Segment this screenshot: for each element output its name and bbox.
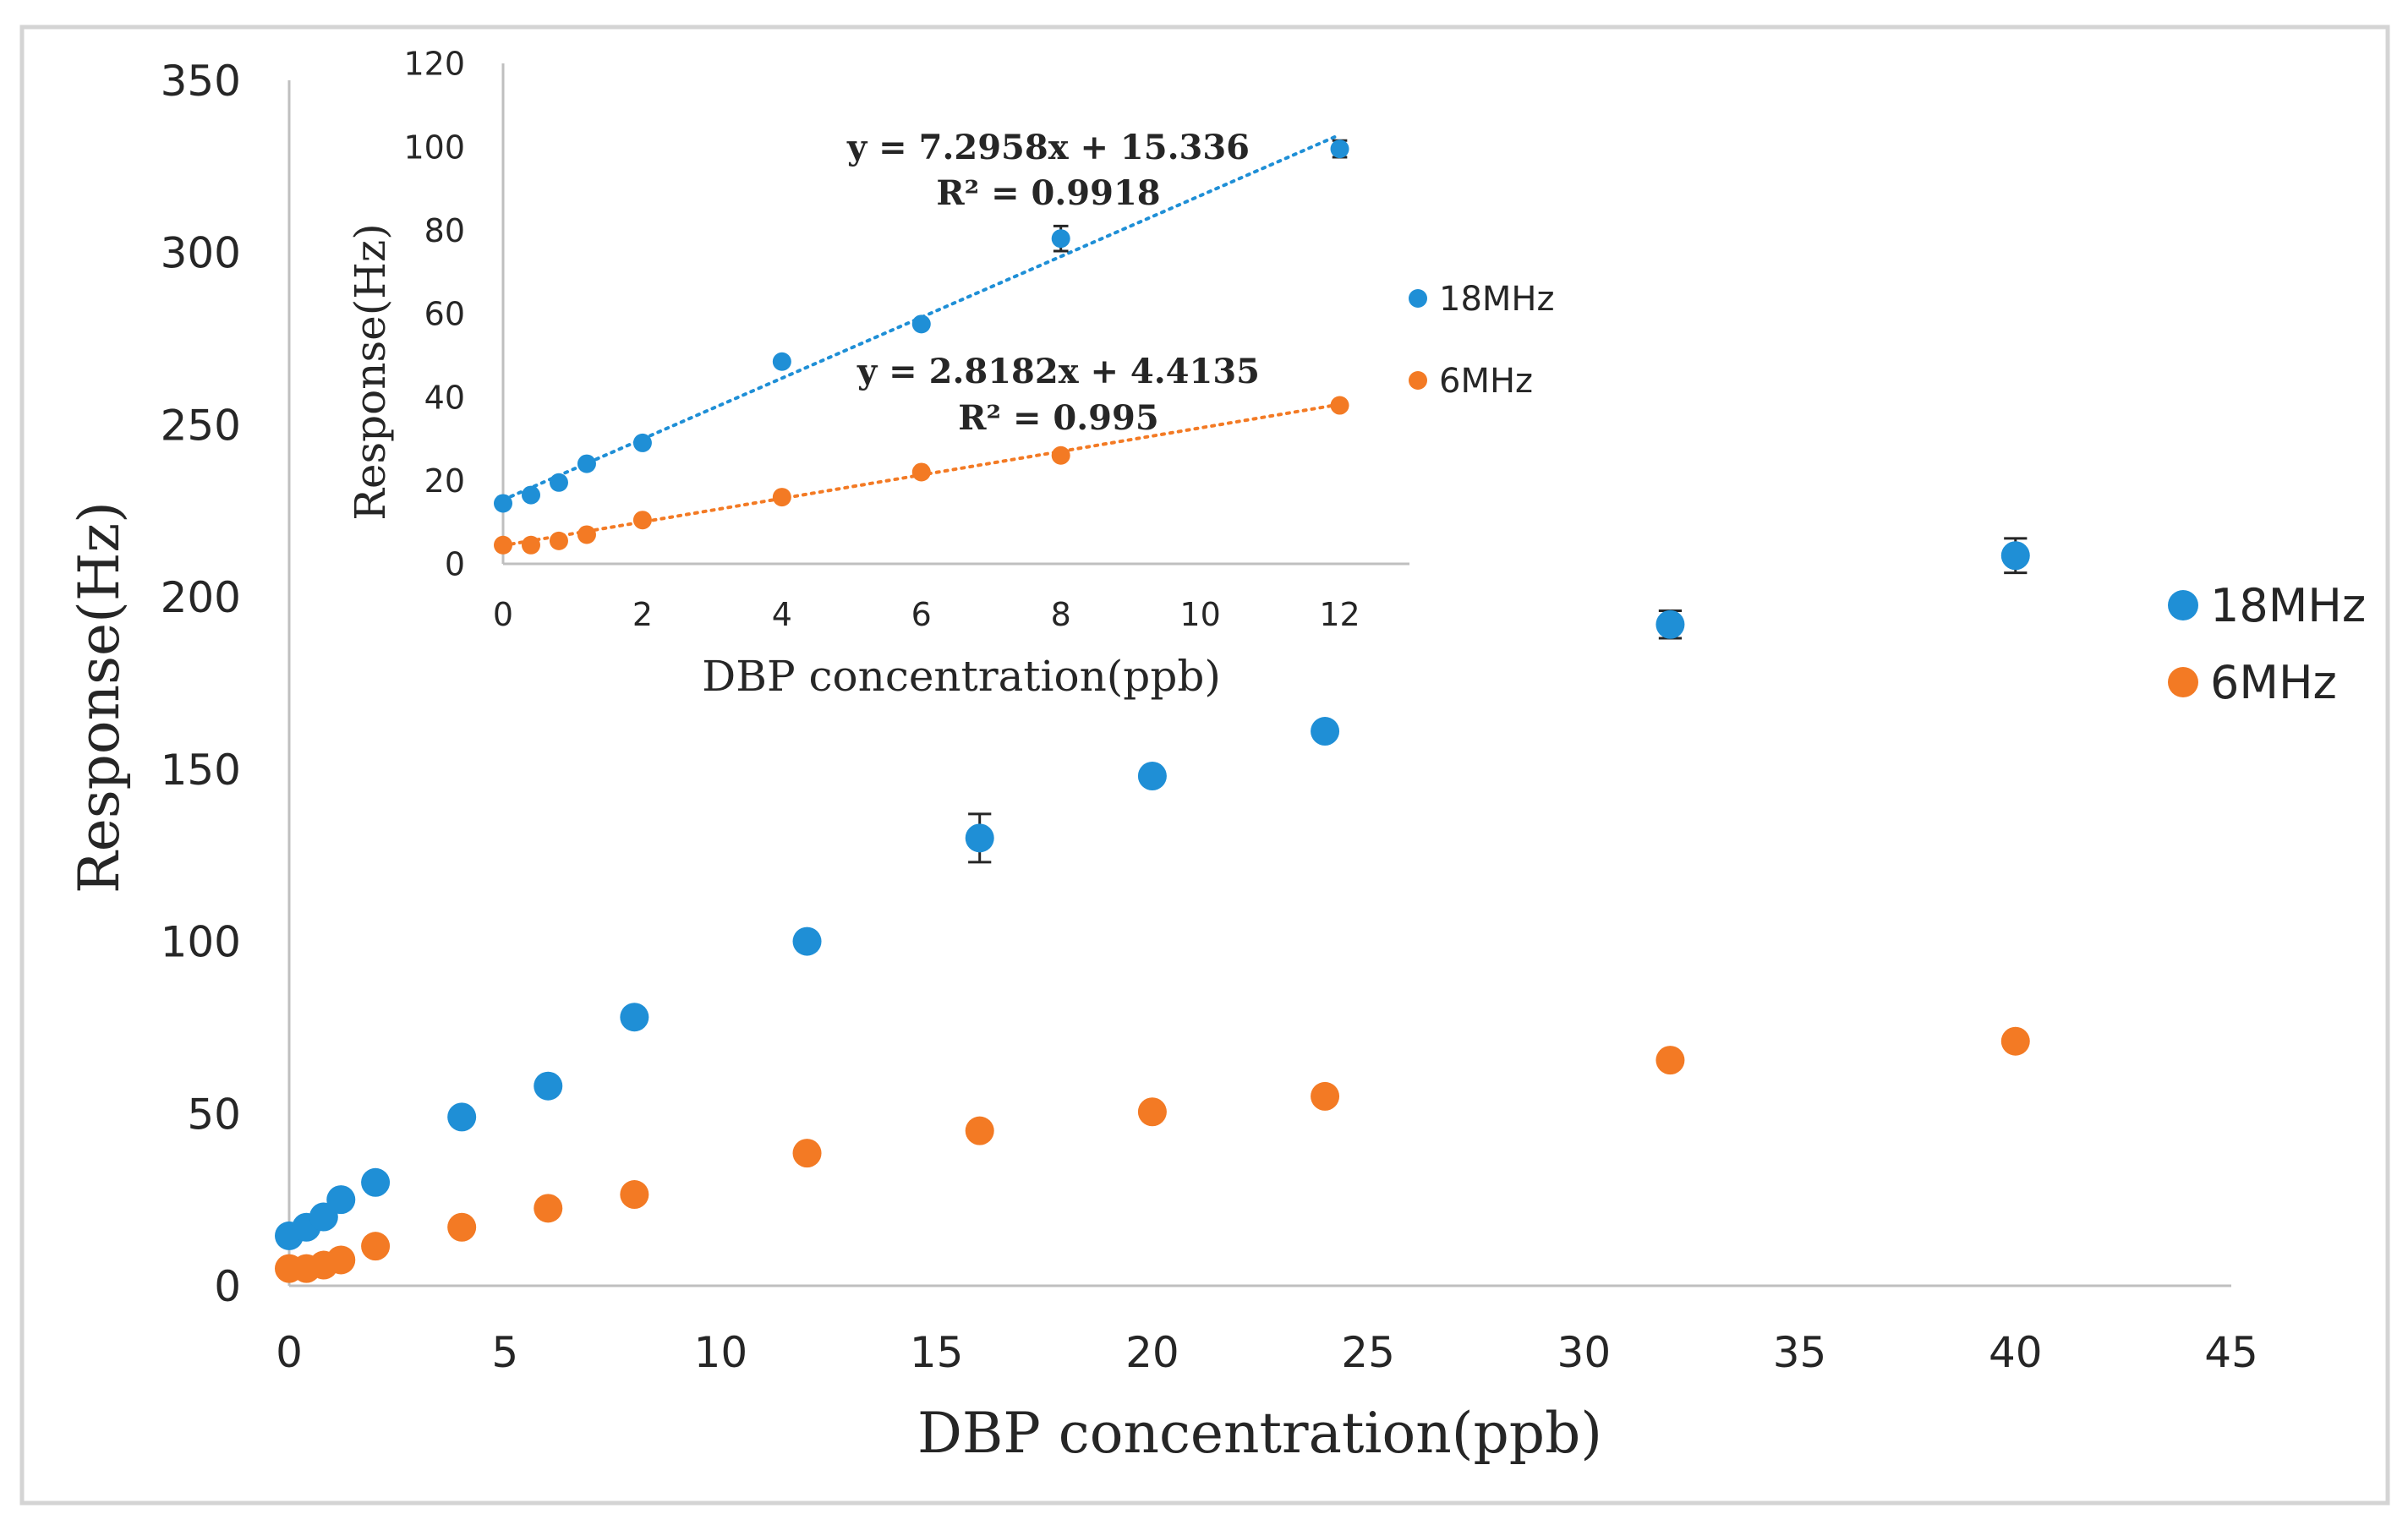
main-y-tick-label: 350 — [161, 57, 241, 106]
inset-y-tick-label: 80 — [424, 212, 465, 249]
main-point-18mhz — [965, 823, 994, 853]
main-point-18mhz — [361, 1167, 391, 1197]
inset-x-tick-label: 6 — [911, 596, 932, 633]
inset-point-18mhz — [494, 494, 512, 513]
main-legend-label-6mhz: 6MHz — [2210, 656, 2337, 709]
main-point-18mhz — [2000, 541, 2030, 571]
inset-x-tick-label: 8 — [1051, 596, 1071, 633]
inset-equation-6mhz: y = 2.8182x + 4.4135 — [856, 352, 1260, 391]
main-legend: 18MHz 6MHz — [2168, 579, 2366, 709]
inset-point-6mhz — [632, 511, 652, 530]
main-point-6mhz — [534, 1194, 563, 1223]
inset-legend-marker-6mhz — [1409, 371, 1427, 390]
inset-y-tick-label: 120 — [403, 46, 465, 83]
inset-x-axis-title: DBP concentration(ppb) — [702, 652, 1221, 701]
inset-point-18mhz — [1330, 139, 1349, 159]
inset-point-18mhz — [577, 454, 596, 473]
main-x-tick-label: 20 — [1125, 1328, 1179, 1377]
main-y-tick-label: 250 — [161, 401, 241, 450]
main-point-6mhz — [1311, 1081, 1340, 1111]
main-point-18mhz — [620, 1003, 649, 1032]
main-point-6mhz — [361, 1232, 391, 1261]
inset-legend-marker-18mhz — [1409, 289, 1427, 308]
inset-point-18mhz — [521, 485, 540, 505]
main-point-18mhz — [1656, 609, 1685, 639]
main-point-18mhz — [447, 1102, 477, 1132]
main-x-tick-label: 5 — [491, 1328, 518, 1377]
main-point-18mhz — [792, 926, 822, 956]
main-x-tick-label: 45 — [2204, 1328, 2258, 1377]
main-x-tick-label: 30 — [1557, 1328, 1612, 1377]
inset-legend-label-18mhz: 18MHz — [1439, 280, 1554, 319]
main-y-tick-label: 50 — [187, 1090, 241, 1139]
inset-point-18mhz — [772, 352, 791, 371]
inset-point-6mhz — [494, 535, 512, 555]
main-x-tick-label: 25 — [1341, 1328, 1395, 1377]
main-legend-label-18mhz: 18MHz — [2210, 579, 2366, 632]
inset-y-tick-label: 20 — [424, 462, 465, 500]
main-y-tick-label: 150 — [161, 746, 241, 795]
inset-x-tick-label: 2 — [632, 596, 653, 633]
main-x-axis-title: DBP concentration(ppb) — [917, 1401, 1602, 1466]
main-point-6mhz — [326, 1245, 356, 1275]
main-legend-marker-18mhz — [2168, 590, 2198, 620]
main-point-6mhz — [1656, 1046, 1685, 1075]
inset-point-18mhz — [632, 433, 652, 452]
main-x-tick-label: 10 — [694, 1328, 748, 1377]
main-point-6mhz — [1137, 1097, 1167, 1127]
main-legend-marker-6mhz — [2168, 667, 2198, 697]
main-y-tick-label: 300 — [161, 229, 241, 278]
main-point-18mhz — [1137, 762, 1167, 791]
inset-y-tick-label: 0 — [445, 546, 465, 583]
inset-point-6mhz — [1051, 445, 1070, 465]
inset-point-6mhz — [549, 531, 568, 550]
main-point-18mhz — [534, 1071, 563, 1101]
figure-frame — [19, 25, 2390, 1506]
main-y-tick-label: 100 — [161, 918, 241, 967]
inset-x-tick-label: 12 — [1319, 596, 1360, 633]
main-point-6mhz — [965, 1116, 994, 1145]
inset-x-tick-label: 10 — [1179, 596, 1220, 633]
inset-equation-18mhz: y = 7.2958x + 15.336 — [846, 128, 1250, 167]
main-y-tick-label: 0 — [214, 1262, 241, 1311]
main-point-6mhz — [2000, 1026, 2030, 1056]
inset-point-18mhz — [911, 314, 931, 334]
main-chart: 0 5 10 15 20 25 30 35 40 45050100150200250300350 … — [67, 57, 2366, 1466]
main-point-6mhz — [447, 1212, 477, 1242]
inset-y-tick-label: 40 — [424, 379, 465, 416]
inset-legend-label-6mhz: 6MHz — [1439, 362, 1533, 401]
main-x-tick-label: 40 — [1989, 1328, 2043, 1377]
inset-x-tick-label: 0 — [493, 596, 513, 633]
inset-legend: 18MHz 6MHz — [1409, 280, 1554, 401]
inset-point-18mhz — [1051, 229, 1070, 249]
main-point-18mhz — [1311, 717, 1340, 746]
inset-r2-18mhz: R² = 0.9918 — [936, 173, 1160, 213]
main-point-6mhz — [792, 1139, 822, 1168]
main-point-18mhz — [326, 1185, 356, 1215]
main-x-tick-label: 35 — [1773, 1328, 1827, 1377]
inset-point-6mhz — [911, 462, 931, 482]
main-y-axis-title: Response(Hz) — [67, 501, 132, 894]
inset-point-6mhz — [772, 488, 791, 507]
main-x-tick-label: 0 — [276, 1328, 303, 1377]
inset-point-6mhz — [577, 525, 596, 544]
inset-point-18mhz — [549, 473, 568, 492]
main-x-tick-label: 15 — [910, 1328, 964, 1377]
inset-point-6mhz — [521, 535, 540, 555]
inset-x-tick-label: 4 — [772, 596, 792, 633]
main-y-tick-label: 200 — [161, 573, 241, 622]
main-point-6mhz — [620, 1180, 649, 1210]
inset-r2-6mhz: R² = 0.995 — [958, 398, 1158, 438]
inset-y-tick-label: 60 — [424, 296, 465, 333]
inset-y-axis-title: Response(Hz) — [346, 223, 395, 520]
inset-y-tick-label: 100 — [403, 128, 465, 166]
inset-point-6mhz — [1330, 396, 1349, 415]
